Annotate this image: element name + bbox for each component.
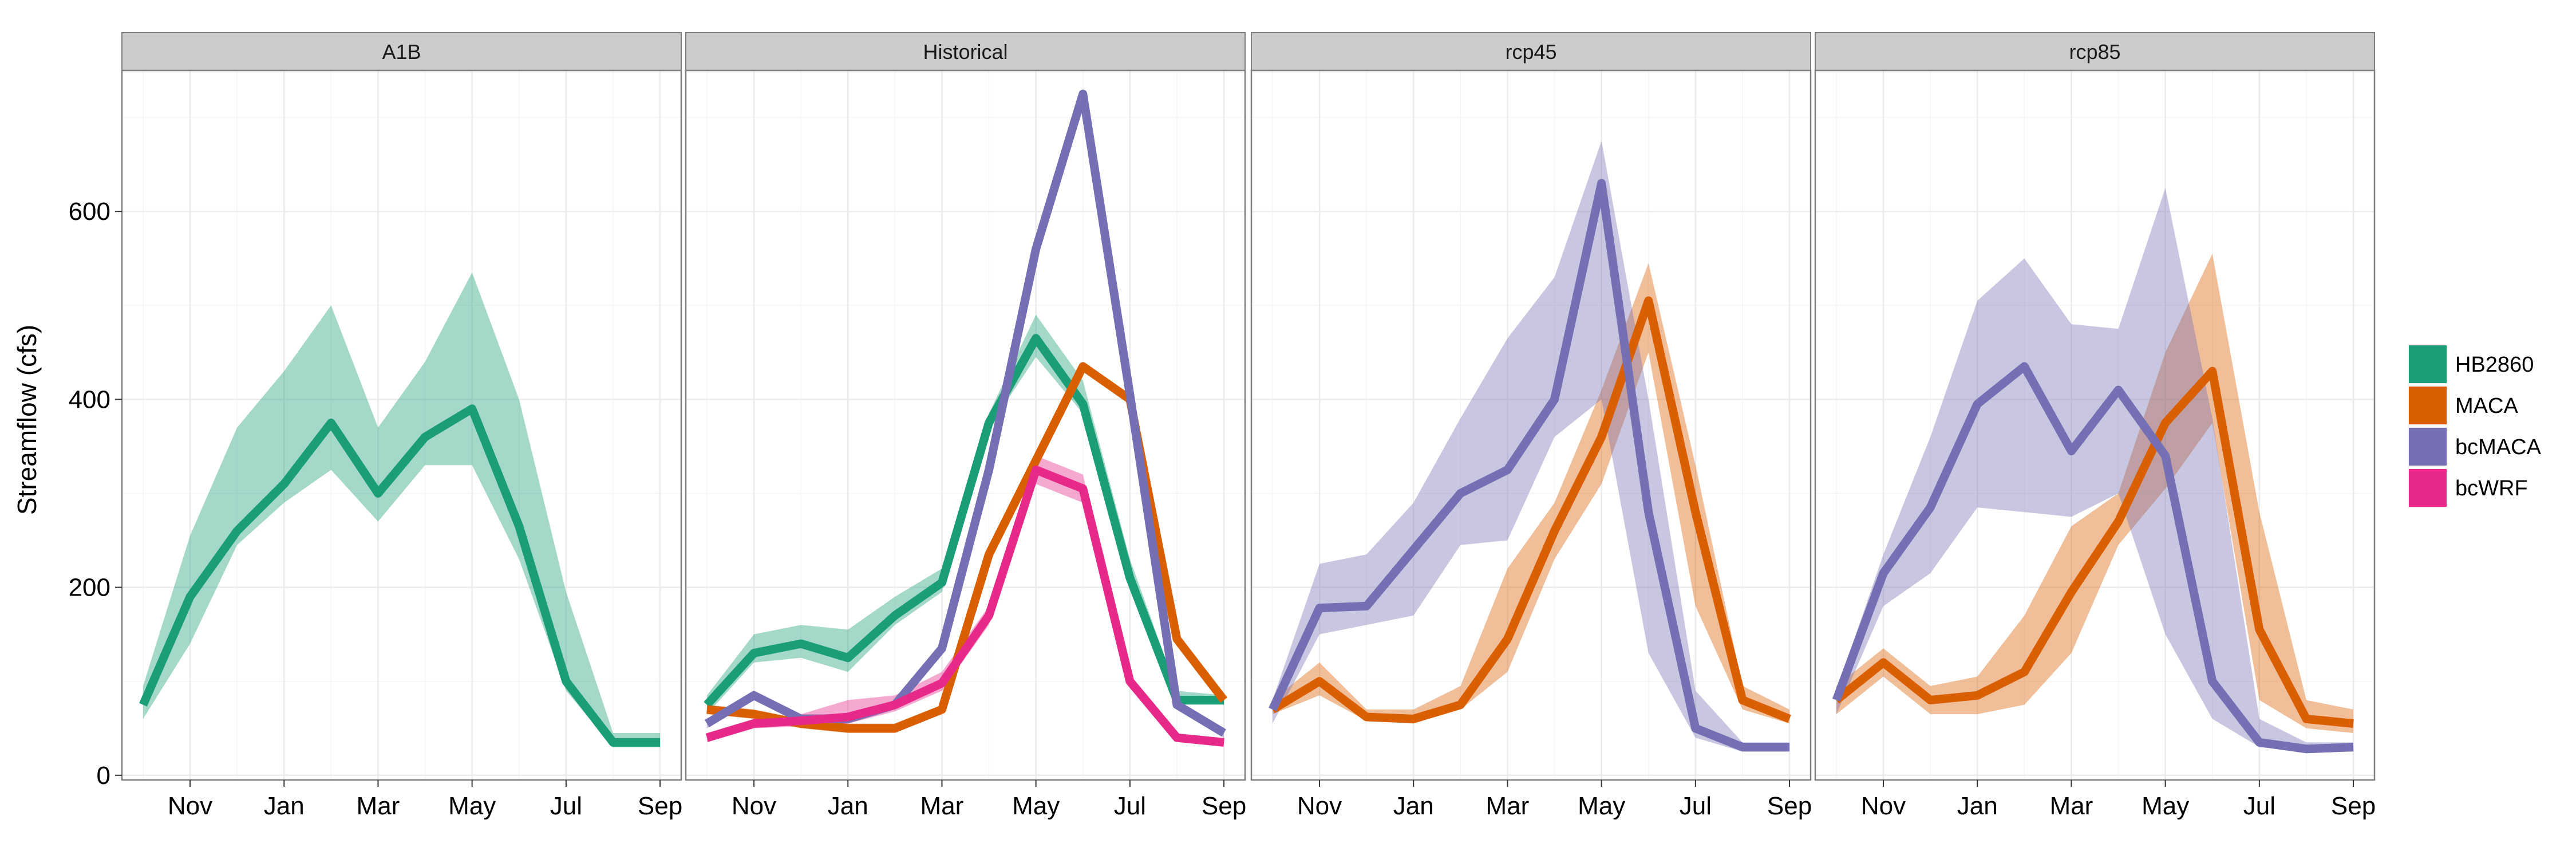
y-tick-label: 600 [69,198,110,226]
legend-swatch [2409,469,2447,507]
facet-strip [1815,32,2375,71]
series-line-maca [1834,367,2354,728]
facet-strip-label: rcp85 [2069,40,2120,64]
series-line-maca [1270,296,1791,723]
facet-panel-a1b: A1B Nov Jan Mar May Jul Sep [121,32,682,820]
ribbon-maca [1836,254,2354,733]
x-tick-label: Jan [828,792,868,820]
ribbon-bcmaca [1836,188,2354,752]
legend-item-bcwrf: bcWRF [2407,467,2528,509]
x-tick-label: Sep [1767,792,1812,820]
series-lines [1832,362,2354,754]
x-tick-label: Sep [1202,792,1246,820]
x-tick-label: Jul [1680,792,1712,820]
ribbon-maca [1272,263,1790,724]
series-line-hb2860 [139,404,661,747]
x-tick-label: Jul [550,792,582,820]
series-line-bcmaca [1832,362,2354,754]
panel-border [685,69,1246,781]
ribbon-bcmaca [1272,141,1790,752]
y-axis-label: Streamflow (cfs) [12,325,42,515]
grid-lines [686,70,1245,780]
x-tick-label: Mar [920,792,964,820]
x-tick-label: Mar [357,792,400,820]
x-tick-label: Jan [1393,792,1434,820]
y-tick-label: 400 [69,385,110,413]
series-line-bcmaca [1269,179,1790,752]
panel-border [121,69,682,781]
y-tick-label: 200 [69,574,110,602]
x-tick-label: Jan [264,792,305,820]
series-line-bcwrf [705,465,1224,747]
x-axis: Nov Jan Mar May Jul Sep [168,780,682,820]
facet-strip [121,32,682,71]
panels: A1B Nov Jan Mar May Jul Sep Historical Nov Jan Mar… [121,32,2376,820]
series-lines [139,404,661,747]
y-axis: Streamflow (cfs) 0 200 400 600 [12,198,122,790]
legend-swatch [2409,345,2447,383]
facet-panel-rcp45: rcp45 Nov Jan Mar May Jul Sep [1250,32,1812,820]
x-axis: Nov Jan Mar May Jul Sep [1297,780,1812,820]
legend-label: bcWRF [2455,476,2528,501]
legend-label: bcMACA [2455,435,2542,459]
legend-label: HB2860 [2455,353,2534,377]
x-tick-label: Jan [1957,792,1998,820]
legend-swatch [2409,428,2447,466]
legend-item-hb2860: HB2860 [2407,343,2534,385]
series-line-hb2860 [704,334,1224,708]
ribbons [1272,141,1790,752]
x-tick-label: Sep [638,792,682,820]
x-tick-label: Sep [2331,792,2376,820]
x-tick-label: Jul [2243,792,2275,820]
x-tick-label: May [1578,792,1625,820]
facet-strip-label: rcp45 [1505,40,1556,64]
legend-swatch [2409,387,2447,424]
x-tick-label: Jul [1114,792,1146,820]
x-tick-label: Nov [732,792,776,820]
panel-background [686,70,1245,780]
facet-strip [1251,32,1811,71]
facet-panel-rcp85: rcp85 Nov Jan Mar May Jul Sep [1814,32,2376,820]
x-tick-label: Nov [1297,792,1342,820]
panel-background [122,70,681,780]
series-lines [1269,179,1791,752]
y-tick-label: 0 [97,762,110,790]
series-line-bcmaca [705,89,1226,737]
panel-background [1251,70,1811,780]
x-tick-label: Nov [168,792,212,820]
panel-border [1814,69,2376,781]
legend-label: MACA [2455,394,2518,418]
ribbons [1836,188,2354,752]
x-tick-label: May [1012,792,1060,820]
x-tick-label: May [2142,792,2189,820]
legend-item-bcmaca: bcMACA [2407,425,2542,468]
series-lines [704,89,1227,747]
ribbon-hb2860 [143,272,661,747]
x-tick-label: Mar [1486,792,1530,820]
legend-item-maca: MACA [2407,384,2518,427]
facet-strip-label: A1B [382,40,421,64]
ribbons [143,272,661,747]
facet-strip-label: Historical [923,40,1008,64]
x-axis: Nov Jan Mar May Jul Sep [732,780,1246,820]
x-tick-label: Nov [1861,792,1906,820]
grid-lines [122,70,681,780]
x-tick-label: Mar [2050,792,2093,820]
x-tick-label: May [448,792,496,820]
legend: HB2860 MACA bcMACA bcWRF [2407,343,2542,509]
x-axis: Nov Jan Mar May Jul Sep [1861,780,2376,820]
facet-panel-historical: Historical Nov Jan Mar May Jul Sep [685,32,1246,820]
panel-border [1250,69,1812,781]
